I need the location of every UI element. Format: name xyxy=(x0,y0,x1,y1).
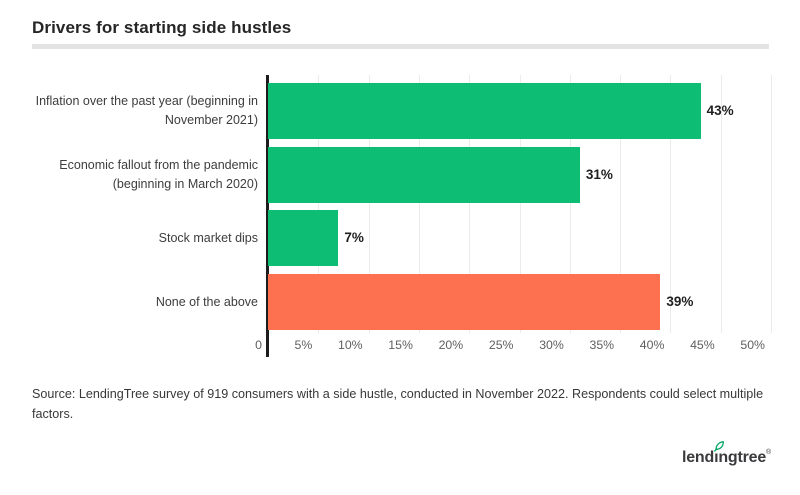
x-tick-label: 5% xyxy=(294,338,313,352)
bar-4 xyxy=(268,274,661,331)
value-label-2: 31% xyxy=(585,166,613,182)
chart-title: Drivers for starting side hustles xyxy=(32,18,292,37)
category-label-line: Economic fallout from the pandemic xyxy=(59,157,258,172)
category-label-line: Stock market dips xyxy=(158,231,258,246)
gridline xyxy=(771,75,772,333)
logo-text: lendı ngtree xyxy=(681,441,767,467)
leaf-icon xyxy=(713,441,724,452)
gridline xyxy=(670,75,672,333)
category-labels: Inflation over the past year (beginning … xyxy=(18,75,258,333)
category-label-line: November 2021) xyxy=(164,113,258,127)
x-tick-label: 25% xyxy=(488,338,514,352)
gridline xyxy=(720,75,722,333)
y-axis-line xyxy=(266,75,269,357)
category-label-line: Inflation over the past year (beginning … xyxy=(35,94,258,109)
gridline xyxy=(418,75,420,333)
x-tick-label: 20% xyxy=(438,338,464,352)
logo-letter-i: ı xyxy=(713,441,724,467)
gridline xyxy=(318,75,320,333)
value-label-3: 7% xyxy=(344,230,364,246)
bar-2 xyxy=(268,146,580,203)
logo-segment-before: lend xyxy=(681,449,715,466)
category-label-2: Economic fallout from the pandemic (begin… xyxy=(18,147,258,203)
category-label-1: Inflation over the past year (beginning … xyxy=(18,83,258,139)
title-divider xyxy=(32,44,769,49)
x-tick-label: 10% xyxy=(337,338,363,352)
category-label-line: (beginning in March 2020) xyxy=(112,176,258,191)
category-label-line: None of the above xyxy=(155,294,258,309)
source-note: Source: LendingTree survey of 919 consum… xyxy=(32,387,764,421)
gridline xyxy=(469,75,471,333)
trademark-symbol: ® xyxy=(766,449,771,456)
bar-1 xyxy=(268,83,701,139)
gridline xyxy=(368,75,370,333)
gridline xyxy=(519,75,521,333)
x-tick-label: 50% xyxy=(740,338,765,352)
gridline xyxy=(569,75,571,333)
logo-dotless-i: ı xyxy=(714,449,719,466)
lendingtree-logo: lendı ngtree® xyxy=(681,441,771,467)
x-tick-label: 30% xyxy=(539,338,564,352)
logo-segment-after: ngtree xyxy=(718,449,767,466)
category-label-3: Stock market dips xyxy=(18,210,258,266)
x-tick-label: 45% xyxy=(690,338,715,352)
category-label-4: None of the above xyxy=(18,274,258,330)
x-tick-label: 15% xyxy=(388,338,413,352)
plot-area: 0 5% 10% 15% 20% 25% 30% 35% 40% 45% 50% 43% 31% 7% 39… xyxy=(255,75,772,352)
value-label-4: 39% xyxy=(666,294,694,310)
gridline xyxy=(620,75,622,333)
x-tick-label: 0 xyxy=(255,338,262,352)
bar-3 xyxy=(268,210,339,267)
value-label-1: 43% xyxy=(706,103,734,118)
x-tick-label: 40% xyxy=(639,338,665,352)
x-tick-label: 35% xyxy=(589,338,615,352)
